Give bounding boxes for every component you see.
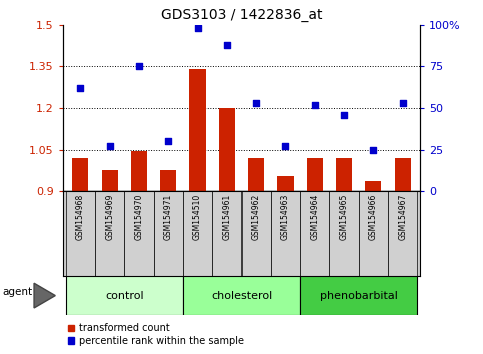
Text: agent: agent bbox=[2, 287, 32, 297]
Text: GSM154966: GSM154966 bbox=[369, 194, 378, 240]
Point bbox=[135, 63, 143, 69]
Bar bbox=[242, 191, 271, 276]
Bar bbox=[365, 182, 382, 191]
Bar bbox=[124, 191, 154, 276]
Bar bbox=[189, 69, 206, 191]
Point bbox=[106, 143, 114, 149]
Bar bbox=[307, 158, 323, 191]
Bar bbox=[183, 191, 212, 276]
Bar bbox=[271, 191, 300, 276]
Point bbox=[194, 25, 201, 31]
Bar bbox=[300, 191, 329, 276]
Bar bbox=[329, 191, 359, 276]
Point bbox=[76, 85, 84, 91]
Text: GSM154962: GSM154962 bbox=[252, 194, 261, 240]
Text: GSM154971: GSM154971 bbox=[164, 194, 173, 240]
Text: GSM154969: GSM154969 bbox=[105, 194, 114, 240]
Text: control: control bbox=[105, 291, 143, 301]
Point bbox=[223, 42, 231, 47]
Point bbox=[164, 138, 172, 144]
Bar bbox=[160, 170, 176, 191]
Point bbox=[369, 147, 377, 152]
Bar bbox=[336, 158, 352, 191]
Text: GSM154965: GSM154965 bbox=[340, 194, 349, 240]
Bar bbox=[72, 158, 88, 191]
Text: GSM154964: GSM154964 bbox=[310, 194, 319, 240]
Point bbox=[399, 100, 407, 106]
Bar bbox=[101, 170, 118, 191]
Polygon shape bbox=[34, 283, 55, 308]
Bar bbox=[395, 158, 411, 191]
Point bbox=[311, 102, 319, 108]
Point bbox=[340, 112, 348, 118]
Bar bbox=[359, 191, 388, 276]
Bar bbox=[183, 276, 300, 315]
Point bbox=[282, 143, 289, 149]
Text: GSM154961: GSM154961 bbox=[222, 194, 231, 240]
Text: phenobarbital: phenobarbital bbox=[320, 291, 398, 301]
Bar bbox=[154, 191, 183, 276]
Bar bbox=[66, 276, 183, 315]
Bar bbox=[277, 176, 294, 191]
Title: GDS3103 / 1422836_at: GDS3103 / 1422836_at bbox=[161, 8, 322, 22]
Bar bbox=[388, 191, 417, 276]
Bar bbox=[131, 151, 147, 191]
Text: cholesterol: cholesterol bbox=[211, 291, 272, 301]
Bar bbox=[300, 276, 417, 315]
Text: GSM154967: GSM154967 bbox=[398, 194, 407, 240]
Text: GSM154968: GSM154968 bbox=[76, 194, 85, 240]
Text: GSM154963: GSM154963 bbox=[281, 194, 290, 240]
Point bbox=[252, 100, 260, 106]
Bar bbox=[219, 108, 235, 191]
Text: GSM154510: GSM154510 bbox=[193, 194, 202, 240]
Bar bbox=[212, 191, 242, 276]
Bar bbox=[95, 191, 124, 276]
Text: GSM154970: GSM154970 bbox=[134, 194, 143, 240]
Bar bbox=[248, 158, 264, 191]
Bar bbox=[66, 191, 95, 276]
Legend: transformed count, percentile rank within the sample: transformed count, percentile rank withi… bbox=[68, 324, 244, 346]
